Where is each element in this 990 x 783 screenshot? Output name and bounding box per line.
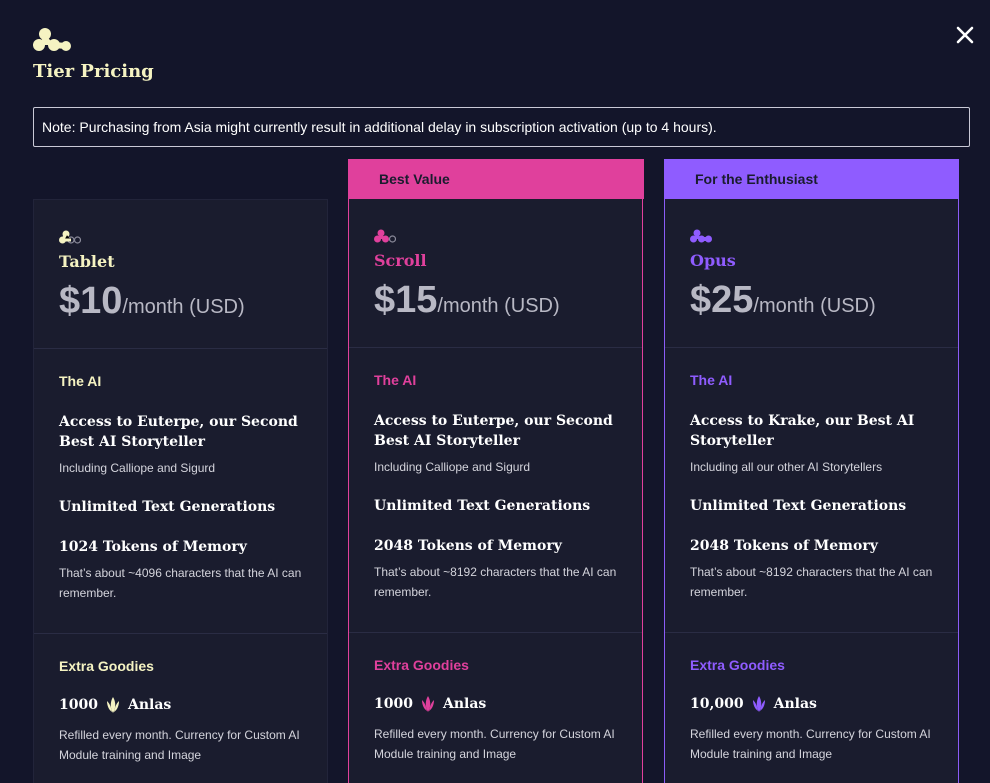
opus-tier-icon	[690, 229, 712, 243]
tier-name: Opus	[690, 251, 736, 270]
feature-memory-sub: That’s about ~4096 characters that the A…	[59, 566, 302, 600]
anlas-amount: 1000	[374, 696, 413, 712]
feature-memory: 1024 Tokens of Memory	[59, 539, 247, 555]
anlas-label: Anlas	[773, 696, 817, 712]
section-label-extras: Extra Goodies	[59, 658, 154, 674]
anlas-sub: Refilled every month. Currency for Custo…	[59, 728, 300, 762]
anlas-label: Anlas	[442, 696, 487, 712]
feature-memory-sub: That’s about ~8192 characters that the A…	[690, 565, 933, 599]
section-label-ai: The AI	[374, 372, 417, 388]
novelai-logo-icon	[33, 28, 71, 51]
tier-header: Opus $25/month (USD)	[665, 199, 958, 348]
feature-model-sub: Including Calliope and Sigurd	[59, 461, 216, 475]
anlas-row: 10,000 Anlas	[690, 695, 817, 713]
enthusiast-banner: For the Enthusiast	[664, 159, 959, 199]
feature-model: Access to Krake, our Best AI Storyteller	[690, 413, 915, 449]
anlas-icon	[752, 696, 765, 712]
tier-card-opus[interactable]: Opus $25/month (USD) The AI Access to Kr…	[664, 199, 959, 783]
price-period: /month (USD)	[122, 296, 245, 318]
tier-price: $15/month (USD)	[374, 279, 560, 322]
price-amount: $15	[374, 279, 438, 321]
tier-header: Scroll $15/month (USD)	[349, 199, 642, 348]
feature-generations: Unlimited Text Generations	[374, 498, 591, 514]
anlas-amount: 10,000	[690, 696, 744, 712]
section-divider	[349, 632, 642, 633]
anlas-row: 1000 Anlas	[59, 696, 171, 714]
price-amount: $25	[690, 279, 754, 321]
feature-memory: 2048 Tokens of Memory	[690, 538, 878, 554]
tier-card-tablet[interactable]: Tablet $10/month (USD) The AI Access to …	[33, 199, 328, 783]
tier-price: $10/month (USD)	[59, 280, 245, 323]
tier-name: Scroll	[374, 251, 427, 270]
section-label-ai: The AI	[59, 373, 102, 389]
feature-model: Access to Euterpe, our Second Best AI St…	[374, 413, 613, 449]
price-amount: $10	[59, 280, 123, 322]
page-title: Tier Pricing	[33, 61, 154, 82]
section-divider	[665, 632, 958, 633]
feature-model-sub: Including Calliope and Sigurd	[374, 460, 531, 474]
close-icon[interactable]	[954, 24, 976, 46]
price-period: /month (USD)	[753, 295, 876, 317]
section-divider	[34, 633, 327, 634]
tier-header: Tablet $10/month (USD)	[34, 200, 327, 349]
anlas-icon	[421, 696, 434, 712]
anlas-row: 1000 Anlas	[374, 695, 486, 713]
feature-model: Access to Euterpe, our Second Best AI St…	[59, 414, 298, 450]
anlas-sub: Refilled every month. Currency for Custo…	[690, 727, 931, 761]
feature-model-sub: Including all our other AI Storytellers	[690, 460, 883, 474]
banner-label: For the Enthusiast	[695, 171, 818, 187]
best-value-banner: Best Value	[348, 159, 644, 199]
notice-box: Note: Purchasing from Asia might current…	[33, 107, 970, 147]
feature-generations: Unlimited Text Generations	[59, 499, 276, 515]
tier-price: $25/month (USD)	[690, 279, 876, 322]
anlas-label: Anlas	[127, 697, 172, 713]
banner-label: Best Value	[379, 171, 450, 187]
feature-memory-sub: That’s about ~8192 characters that the A…	[374, 565, 617, 599]
notice-text: Note: Purchasing from Asia might current…	[42, 119, 717, 135]
tablet-tier-icon	[59, 230, 81, 244]
feature-memory: 2048 Tokens of Memory	[374, 538, 562, 554]
anlas-sub: Refilled every month. Currency for Custo…	[374, 727, 615, 761]
section-label-extras: Extra Goodies	[374, 657, 469, 673]
section-label-ai: The AI	[690, 372, 733, 388]
scroll-tier-icon	[374, 229, 396, 243]
tier-name: Tablet	[59, 252, 115, 271]
anlas-amount: 1000	[59, 697, 98, 713]
price-period: /month (USD)	[437, 295, 560, 317]
feature-generations: Unlimited Text Generations	[690, 498, 907, 514]
tier-card-scroll[interactable]: Scroll $15/month (USD) The AI Access to …	[348, 199, 643, 783]
section-label-extras: Extra Goodies	[690, 657, 785, 673]
anlas-icon	[106, 697, 119, 713]
